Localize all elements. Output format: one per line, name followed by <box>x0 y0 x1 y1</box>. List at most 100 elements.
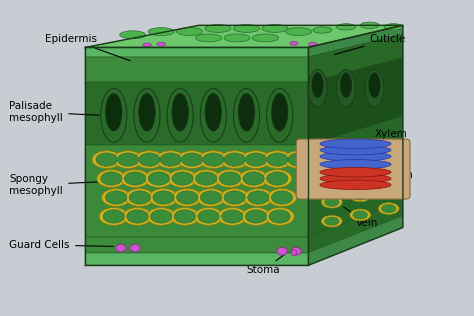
Ellipse shape <box>172 172 193 185</box>
Ellipse shape <box>290 41 298 45</box>
Ellipse shape <box>106 191 127 204</box>
Ellipse shape <box>174 210 195 223</box>
Polygon shape <box>308 58 403 145</box>
Ellipse shape <box>153 191 174 204</box>
Ellipse shape <box>284 151 313 168</box>
Ellipse shape <box>100 88 127 142</box>
Ellipse shape <box>97 170 126 187</box>
Ellipse shape <box>160 153 181 166</box>
Polygon shape <box>85 25 403 47</box>
Ellipse shape <box>384 24 403 30</box>
Ellipse shape <box>125 189 155 206</box>
Ellipse shape <box>123 208 152 225</box>
Ellipse shape <box>220 189 249 206</box>
Ellipse shape <box>246 153 266 166</box>
Ellipse shape <box>378 184 399 196</box>
FancyBboxPatch shape <box>296 139 410 199</box>
Ellipse shape <box>266 88 292 142</box>
Ellipse shape <box>143 43 151 47</box>
Ellipse shape <box>382 204 396 213</box>
Ellipse shape <box>92 151 121 168</box>
Ellipse shape <box>196 189 226 206</box>
Ellipse shape <box>127 210 148 223</box>
Ellipse shape <box>156 151 185 168</box>
Text: Vein: Vein <box>344 207 378 228</box>
Ellipse shape <box>277 247 287 255</box>
Ellipse shape <box>99 208 128 225</box>
Ellipse shape <box>320 180 391 190</box>
Ellipse shape <box>219 172 240 185</box>
Ellipse shape <box>272 191 292 204</box>
Ellipse shape <box>325 217 339 225</box>
Ellipse shape <box>246 210 266 223</box>
Ellipse shape <box>199 151 228 168</box>
Ellipse shape <box>320 160 391 169</box>
Ellipse shape <box>146 208 176 225</box>
Ellipse shape <box>320 167 391 177</box>
Ellipse shape <box>138 93 155 131</box>
Ellipse shape <box>244 189 273 206</box>
Ellipse shape <box>308 70 327 107</box>
Ellipse shape <box>243 172 264 185</box>
Ellipse shape <box>269 210 290 223</box>
Text: Phloem: Phloem <box>349 170 413 180</box>
Ellipse shape <box>285 27 312 35</box>
Ellipse shape <box>365 70 384 107</box>
Polygon shape <box>308 201 403 253</box>
Ellipse shape <box>312 72 324 98</box>
Text: Xylem: Xylem <box>349 129 407 146</box>
Ellipse shape <box>291 247 301 255</box>
Polygon shape <box>85 47 308 57</box>
Ellipse shape <box>337 70 356 107</box>
Ellipse shape <box>130 244 140 252</box>
Ellipse shape <box>194 208 223 225</box>
Ellipse shape <box>248 191 269 204</box>
Ellipse shape <box>220 151 249 168</box>
Ellipse shape <box>191 170 221 187</box>
Ellipse shape <box>267 172 288 185</box>
Ellipse shape <box>265 208 294 225</box>
Ellipse shape <box>218 208 247 225</box>
Ellipse shape <box>134 88 160 142</box>
Ellipse shape <box>196 172 217 185</box>
Ellipse shape <box>263 170 292 187</box>
Ellipse shape <box>378 203 399 215</box>
Ellipse shape <box>321 177 342 189</box>
Polygon shape <box>308 25 403 57</box>
Ellipse shape <box>151 210 172 223</box>
Ellipse shape <box>271 93 288 131</box>
Ellipse shape <box>113 151 143 168</box>
Text: Spongy
mesophyll: Spongy mesophyll <box>9 174 99 196</box>
Ellipse shape <box>135 151 164 168</box>
Ellipse shape <box>320 139 391 149</box>
Ellipse shape <box>309 42 317 46</box>
Polygon shape <box>85 237 308 253</box>
Polygon shape <box>85 253 308 265</box>
Ellipse shape <box>101 172 122 185</box>
Ellipse shape <box>172 93 188 131</box>
Ellipse shape <box>203 153 224 166</box>
Ellipse shape <box>177 191 198 204</box>
Ellipse shape <box>200 88 227 142</box>
Ellipse shape <box>353 211 367 219</box>
Ellipse shape <box>173 189 202 206</box>
Ellipse shape <box>96 153 117 166</box>
Ellipse shape <box>205 25 231 32</box>
Ellipse shape <box>313 27 332 33</box>
Ellipse shape <box>241 208 271 225</box>
Ellipse shape <box>176 27 203 35</box>
Ellipse shape <box>263 151 292 168</box>
Ellipse shape <box>325 198 339 206</box>
Ellipse shape <box>144 170 173 187</box>
Ellipse shape <box>119 31 146 39</box>
Ellipse shape <box>321 196 342 208</box>
Ellipse shape <box>350 171 371 183</box>
Text: Palisade
mesophyll: Palisade mesophyll <box>9 101 99 123</box>
Ellipse shape <box>382 167 396 175</box>
Ellipse shape <box>325 179 339 187</box>
Ellipse shape <box>222 210 243 223</box>
Ellipse shape <box>320 152 391 161</box>
Ellipse shape <box>105 93 122 131</box>
Ellipse shape <box>148 27 174 35</box>
Ellipse shape <box>239 170 268 187</box>
